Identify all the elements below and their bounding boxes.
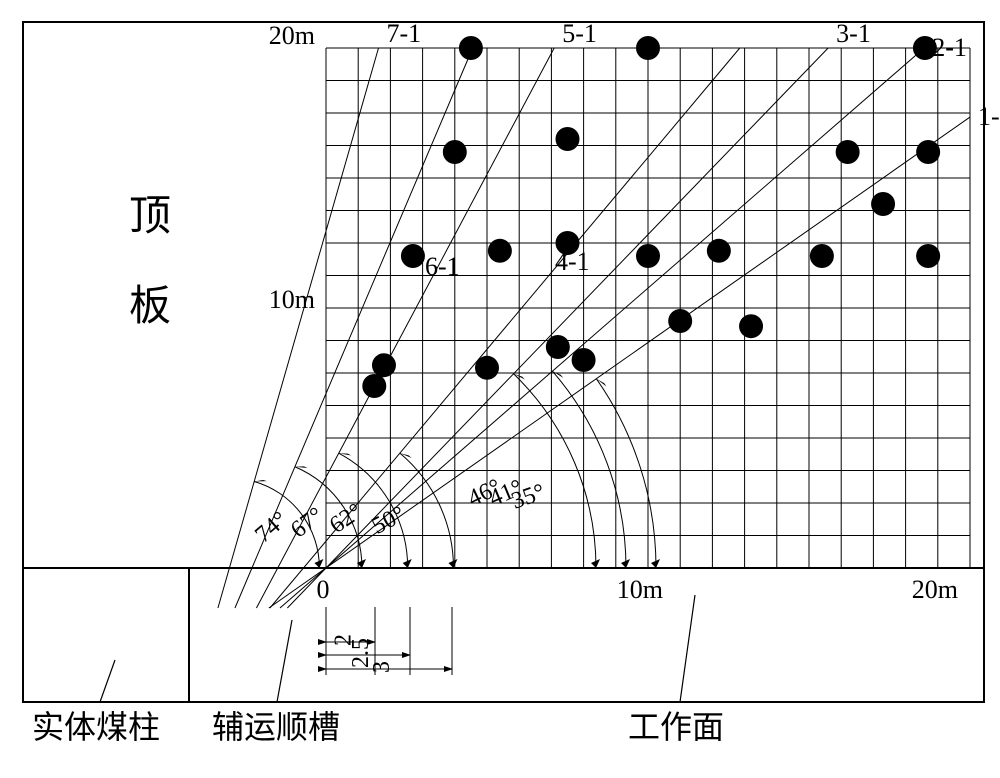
guide-id-label: 1-1 bbox=[978, 102, 1000, 131]
data-point bbox=[556, 127, 580, 151]
x-axis-label: 20m bbox=[912, 575, 958, 604]
guide-id-label: 3-1 bbox=[836, 19, 871, 48]
guide-id-label: 5-1 bbox=[562, 19, 597, 48]
data-point bbox=[916, 140, 940, 164]
data-point bbox=[636, 36, 660, 60]
bottom-label: 实体煤柱 bbox=[32, 709, 160, 745]
data-point bbox=[636, 244, 660, 268]
data-point bbox=[572, 348, 596, 372]
data-point bbox=[459, 36, 483, 60]
x-axis-label: 0 bbox=[317, 575, 330, 604]
background bbox=[0, 0, 1000, 778]
bottom-label: 辅运顺槽 bbox=[212, 709, 340, 745]
data-point bbox=[707, 239, 731, 263]
data-point bbox=[362, 374, 386, 398]
dim-label: 3 bbox=[369, 661, 395, 673]
x-axis-label: 10m bbox=[617, 575, 663, 604]
guide-id-label: 7-1 bbox=[387, 19, 422, 48]
data-point bbox=[475, 356, 499, 380]
data-point bbox=[836, 140, 860, 164]
data-point bbox=[443, 140, 467, 164]
data-point bbox=[401, 244, 425, 268]
data-point bbox=[668, 309, 692, 333]
data-point bbox=[916, 244, 940, 268]
data-point bbox=[913, 36, 937, 60]
data-point bbox=[546, 335, 570, 359]
data-point bbox=[871, 192, 895, 216]
roof-label: 顶 bbox=[129, 194, 171, 240]
roof-label: 板 bbox=[129, 284, 171, 330]
data-point bbox=[739, 314, 763, 338]
guide-id-label: 2-1 bbox=[932, 33, 967, 62]
data-point bbox=[488, 239, 512, 263]
bottom-label: 工作面 bbox=[628, 709, 724, 745]
data-point bbox=[556, 231, 580, 255]
y-axis-label: 20m bbox=[269, 21, 315, 50]
y-axis-label: 10m bbox=[269, 285, 315, 314]
data-point bbox=[810, 244, 834, 268]
guide-id-label: 6-1 bbox=[425, 252, 460, 281]
data-point bbox=[372, 353, 396, 377]
